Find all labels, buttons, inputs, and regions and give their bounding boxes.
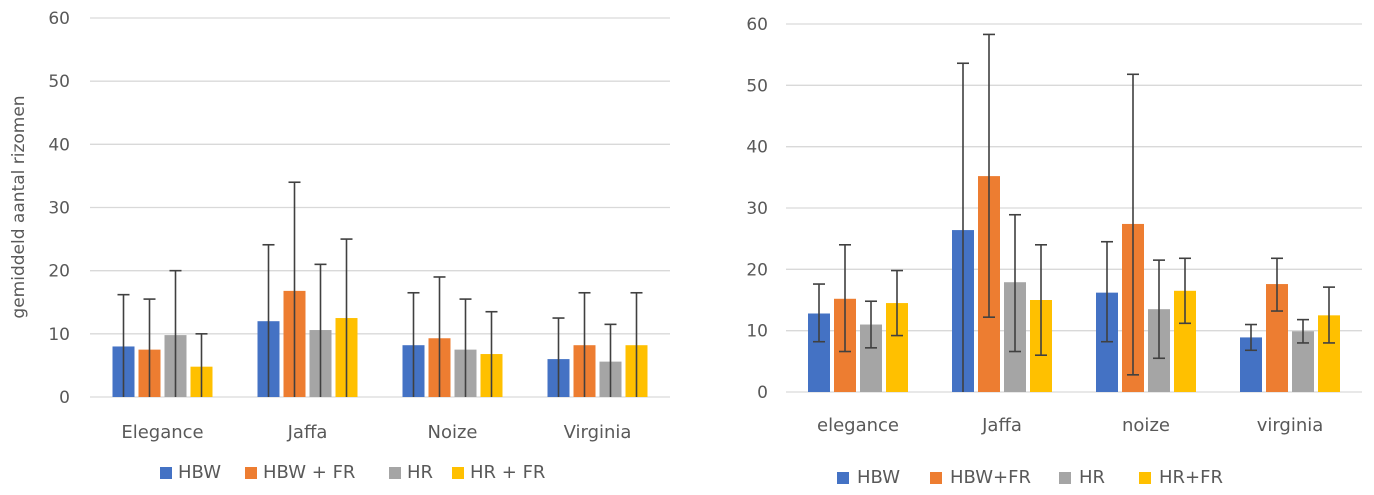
legend-swatch xyxy=(930,472,942,484)
legend-swatch xyxy=(245,467,257,479)
chart-1: 0 10 20 30 40 50 60 gemiddeld aantal rizomen Ele… xyxy=(9,9,670,483)
legend-label: HBW xyxy=(178,462,221,483)
bar xyxy=(860,324,882,392)
legend-label: HR+FR xyxy=(1159,467,1223,488)
legend-label: HBW+FR xyxy=(950,467,1031,488)
y-tick-label: 50 xyxy=(746,76,768,96)
y-tick-label: 10 xyxy=(48,325,70,345)
category-label: elegance xyxy=(817,415,899,436)
bar xyxy=(1292,331,1314,392)
category-label: Jaffa xyxy=(981,415,1022,436)
category-label: noize xyxy=(1122,415,1170,436)
legend-swatch xyxy=(452,467,464,479)
legend-swatch xyxy=(837,472,849,484)
category-label: Jaffa xyxy=(287,422,328,443)
legend-label: HBW + FR xyxy=(263,462,355,483)
legend-label: HR + FR xyxy=(470,462,545,483)
legend-swatch xyxy=(160,467,172,479)
y-tick-label: 20 xyxy=(48,262,70,282)
y-tick-label: 0 xyxy=(757,383,768,403)
bar xyxy=(1318,315,1340,392)
y-tick-label: 0 xyxy=(59,388,70,408)
y-tick-label: 40 xyxy=(746,138,768,158)
legend-swatch xyxy=(1139,472,1151,484)
category-label: virginia xyxy=(1257,415,1324,436)
legend-swatch xyxy=(1059,472,1071,484)
legend-label: HR xyxy=(407,462,433,483)
legend-label: HBW xyxy=(857,467,900,488)
y-tick-label: 50 xyxy=(48,72,70,92)
category-label: Noize xyxy=(427,422,477,443)
legend-label: HR xyxy=(1079,467,1105,488)
y-tick-label: 30 xyxy=(48,199,70,219)
y-tick-label: 60 xyxy=(746,15,768,35)
bar xyxy=(808,313,830,392)
y-tick-label: 10 xyxy=(746,322,768,342)
y-tick-label: 30 xyxy=(746,199,768,219)
bar xyxy=(886,303,908,392)
legend-swatch xyxy=(389,467,401,479)
category-label: Elegance xyxy=(121,422,203,443)
y-tick-label: 60 xyxy=(48,9,70,29)
chart-2: 0 10 20 30 40 50 60 elegance Jaffa noize virginia H… xyxy=(746,15,1362,488)
category-label: Virginia xyxy=(564,422,632,443)
y-axis-label: gemiddeld aantal rizomen xyxy=(9,95,29,318)
y-tick-label: 20 xyxy=(746,260,768,280)
bar xyxy=(1174,290,1196,392)
y-tick-label: 40 xyxy=(48,135,70,155)
